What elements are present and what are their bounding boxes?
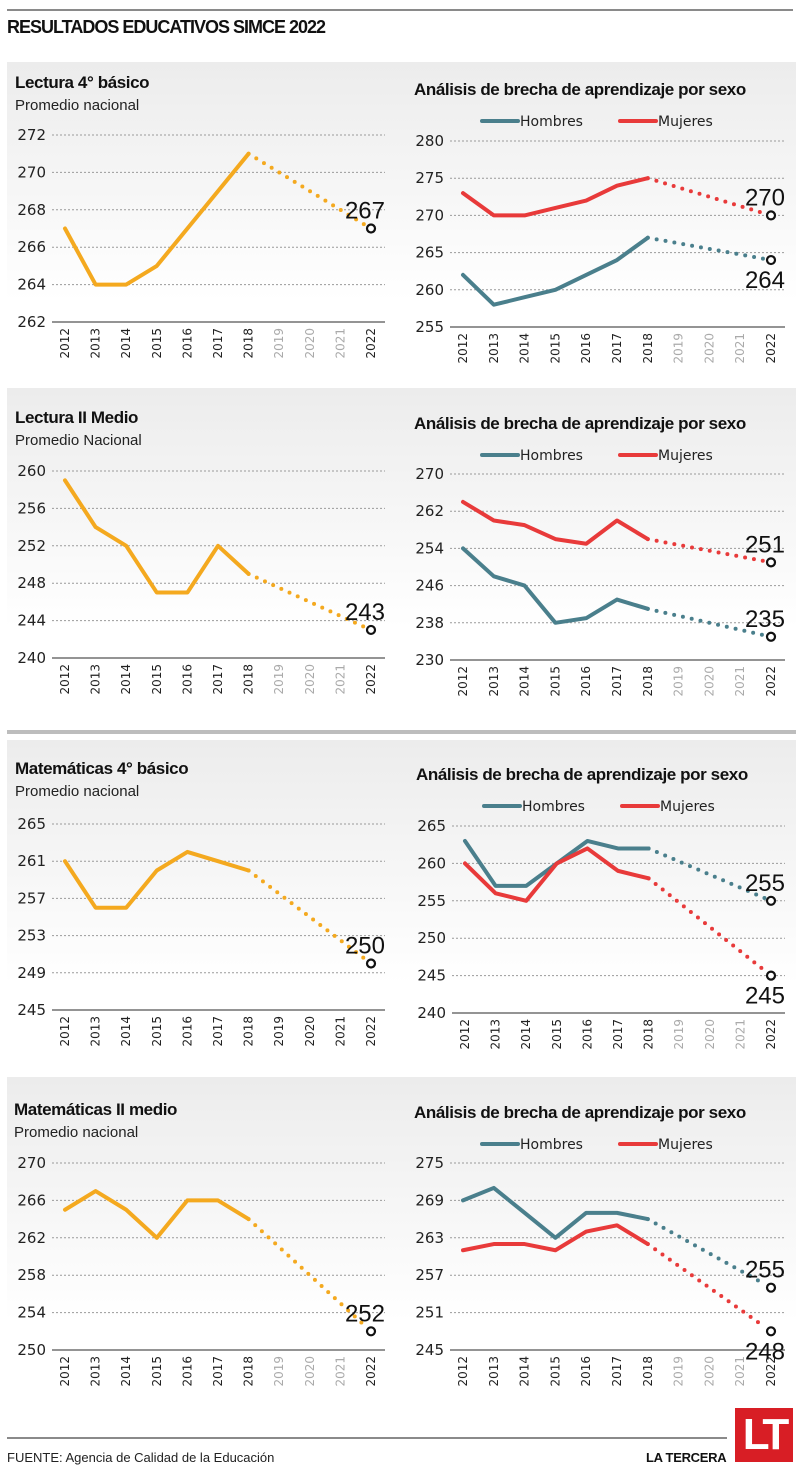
- brand-logo: LT: [735, 1408, 793, 1462]
- chart-title: Matemáticas II medio: [14, 1100, 178, 1119]
- chart-title: Matemáticas 4° básico: [15, 759, 189, 778]
- chart-title: Análisis de brecha de aprendizaje por se…: [414, 1103, 746, 1122]
- chart-subtitle: Promedio nacional: [15, 783, 140, 800]
- chart-subtitle: Promedio Nacional: [15, 432, 142, 449]
- chart-title: Análisis de brecha de aprendizaje por se…: [416, 765, 748, 784]
- chart-subtitle: Promedio nacional: [15, 97, 140, 114]
- brand-name: LA TERCERA: [646, 1450, 727, 1465]
- chart-subtitle: Promedio nacional: [14, 1124, 139, 1141]
- section-divider: [7, 730, 796, 734]
- top-rule: [7, 9, 793, 11]
- chart-title: Lectura 4° básico: [15, 73, 150, 92]
- source-note: FUENTE: Agencia de Calidad de la Educaci…: [7, 1450, 275, 1465]
- chart-title: Análisis de brecha de aprendizaje por se…: [414, 414, 746, 433]
- chart-title: Análisis de brecha de aprendizaje por se…: [414, 80, 746, 99]
- footer-rule: [7, 1437, 727, 1439]
- chart-title: Lectura II Medio: [15, 408, 139, 427]
- page-title: RESULTADOS EDUCATIVOS SIMCE 2022: [7, 17, 326, 37]
